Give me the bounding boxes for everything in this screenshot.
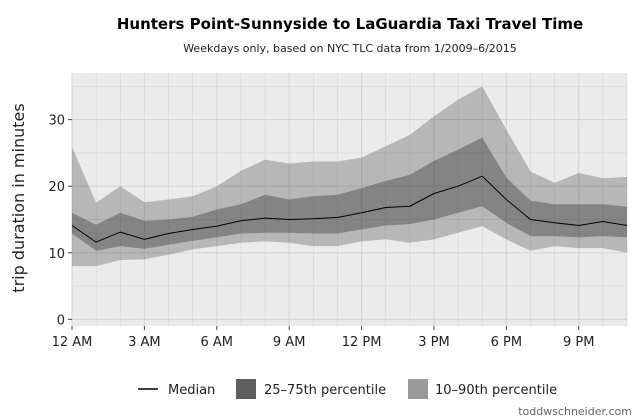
x-tick-label: 12 PM (342, 335, 382, 350)
x-tick-label: 6 PM (491, 335, 522, 350)
x-tick-label: 9 AM (273, 335, 306, 350)
plot-panel (72, 73, 627, 326)
band-10-90-percentile (72, 86, 627, 267)
y-axis-label: trip duration in minutes (9, 103, 28, 292)
legend-median-label: Median (168, 383, 215, 398)
x-tick-label: 9 PM (563, 335, 594, 350)
x-tick-label: 6 AM (201, 335, 234, 350)
x-tick-label: 12 AM (52, 335, 93, 350)
legend: Median 25–75th percentile 10–90th percen… (138, 379, 557, 399)
y-tick-label: 30 (48, 114, 65, 129)
x-tick-label: 3 AM (128, 335, 161, 350)
y-tick-label: 10 (48, 247, 65, 262)
median-line (71, 175, 628, 243)
credit-text: toddwschneider.com (518, 405, 632, 418)
chart-title: Hunters Point-Sunnyside to LaGuardia Tax… (117, 15, 583, 33)
legend-iqr-label: 25–75th percentile (264, 383, 386, 398)
legend-iqr-swatch (236, 379, 256, 399)
chart-subtitle: Weekdays only, based on NYC TLC data fro… (183, 42, 517, 55)
legend-outer-label: 10–90th percentile (435, 383, 557, 398)
legend-outer-swatch (408, 379, 428, 399)
y-tick-label: 0 (57, 313, 65, 328)
y-tick-label: 20 (48, 180, 65, 195)
x-tick-label: 3 PM (418, 335, 449, 350)
plot-area: 0 10 20 30 12 AM 3 AM 6 AM 9 AM 12 PM 3 PM 6 PM 9 P… (48, 73, 628, 350)
band-25-75-percentile (72, 137, 627, 251)
